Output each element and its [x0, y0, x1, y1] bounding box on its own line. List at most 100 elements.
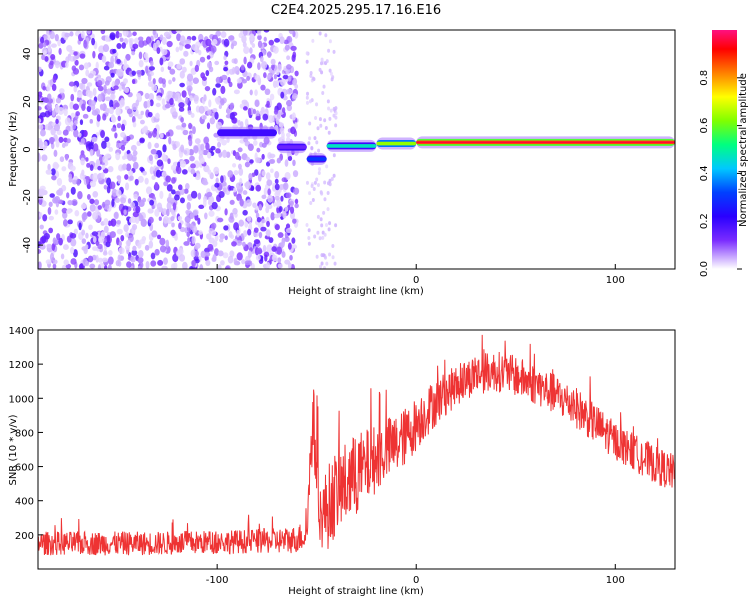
noise-speckle — [291, 112, 296, 121]
noise-speckle — [265, 261, 271, 269]
noise-speckle — [104, 199, 111, 206]
noise-speckle — [79, 53, 86, 59]
noise-speckle — [172, 77, 176, 82]
noise-speckle — [104, 34, 110, 43]
noise-speckle — [255, 184, 262, 192]
noise-speckle — [222, 187, 227, 193]
noise-speckle — [148, 216, 154, 224]
noise-speckle — [68, 176, 73, 183]
noise-speckle — [147, 73, 152, 82]
noise-speckle — [325, 59, 329, 64]
noise-speckle — [120, 197, 127, 204]
noise-speckle — [79, 119, 84, 126]
noise-speckle — [137, 257, 144, 264]
noise-speckle — [102, 251, 108, 256]
noise-speckle — [207, 243, 214, 251]
noise-speckle — [228, 231, 233, 238]
noise-speckle — [287, 75, 292, 82]
noise-speckle — [203, 94, 207, 102]
noise-speckle — [319, 123, 323, 128]
noise-speckle — [114, 132, 118, 139]
noise-speckle — [92, 211, 98, 221]
noise-speckle — [266, 100, 270, 108]
noise-speckle — [47, 163, 51, 171]
noise-speckle — [313, 180, 317, 185]
noise-speckle — [320, 223, 324, 228]
noise-speckle — [214, 248, 219, 257]
noise-speckle — [39, 112, 47, 118]
noise-speckle — [92, 172, 99, 181]
noise-speckle — [109, 93, 116, 101]
snr-panel: -100 0 100 200 400 600 800 1000 1200 1400 Height… — [8, 326, 676, 597]
noise-speckle — [331, 255, 335, 260]
noise-speckle — [161, 48, 168, 56]
noise-speckle — [221, 139, 227, 146]
noise-speckle — [70, 186, 76, 195]
noise-speckle — [241, 34, 247, 44]
noise-speckle — [270, 212, 275, 221]
noise-speckle — [308, 121, 312, 126]
noise-speckle — [245, 199, 252, 207]
noise-speckle — [274, 223, 280, 231]
noise-speckle — [289, 200, 294, 207]
noise-speckle — [101, 155, 109, 164]
noise-speckle — [66, 138, 71, 144]
noise-speckle — [104, 136, 110, 143]
noise-speckle — [147, 132, 153, 139]
spectrogram-x-ticks: -100 0 100 — [206, 264, 625, 286]
noise-speckle — [136, 92, 141, 98]
noise-speckle — [160, 66, 165, 73]
noise-speckle — [121, 123, 126, 132]
noise-speckle — [181, 169, 188, 175]
noise-speckle — [174, 194, 180, 201]
noise-speckle — [57, 39, 61, 47]
noise-speckle — [199, 56, 206, 63]
noise-speckle — [161, 78, 166, 85]
noise-speckle — [56, 129, 62, 136]
noise-speckle — [162, 144, 167, 153]
noise-speckle — [129, 175, 134, 181]
noise-speckle — [168, 79, 172, 85]
noise-speckle — [186, 231, 191, 238]
noise-speckle — [269, 93, 275, 101]
noise-speckle — [256, 216, 262, 223]
noise-speckle — [291, 237, 296, 244]
noise-speckle — [110, 72, 115, 78]
noise-speckle — [140, 218, 147, 227]
noise-speckle — [249, 37, 255, 42]
noise-speckle — [123, 78, 128, 84]
noise-speckle — [207, 169, 212, 175]
noise-speckle — [129, 39, 133, 48]
noise-speckle — [260, 84, 266, 91]
noise-speckle — [77, 91, 83, 99]
noise-speckle — [328, 182, 332, 187]
spectrogram-x-tick-label: 100 — [606, 275, 625, 286]
noise-speckle — [154, 142, 160, 149]
noise-speckle — [109, 99, 114, 108]
noise-speckle — [327, 227, 331, 232]
noise-speckle — [283, 39, 289, 45]
noise-speckle — [328, 178, 332, 183]
noise-speckle — [152, 129, 157, 138]
noise-speckle — [186, 73, 194, 82]
noise-speckle — [154, 112, 160, 119]
noise-speckle — [80, 138, 85, 145]
noise-speckle — [125, 135, 131, 142]
noise-speckle — [85, 89, 92, 97]
noise-speckle — [311, 38, 315, 43]
noise-speckle — [69, 233, 77, 239]
noise-speckle — [267, 194, 273, 203]
noise-speckle — [145, 261, 150, 269]
noise-speckle — [85, 232, 89, 239]
noise-speckle — [97, 93, 103, 102]
noise-speckle — [229, 199, 235, 205]
noise-speckle — [81, 238, 87, 245]
noise-speckle — [236, 229, 240, 238]
noise-speckle — [73, 129, 79, 138]
noise-speckle — [81, 229, 86, 236]
noise-speckle — [52, 161, 59, 170]
noise-speckle — [215, 83, 221, 88]
noise-speckle — [61, 142, 66, 148]
noise-speckle — [38, 42, 44, 49]
noise-speckle — [237, 195, 243, 201]
